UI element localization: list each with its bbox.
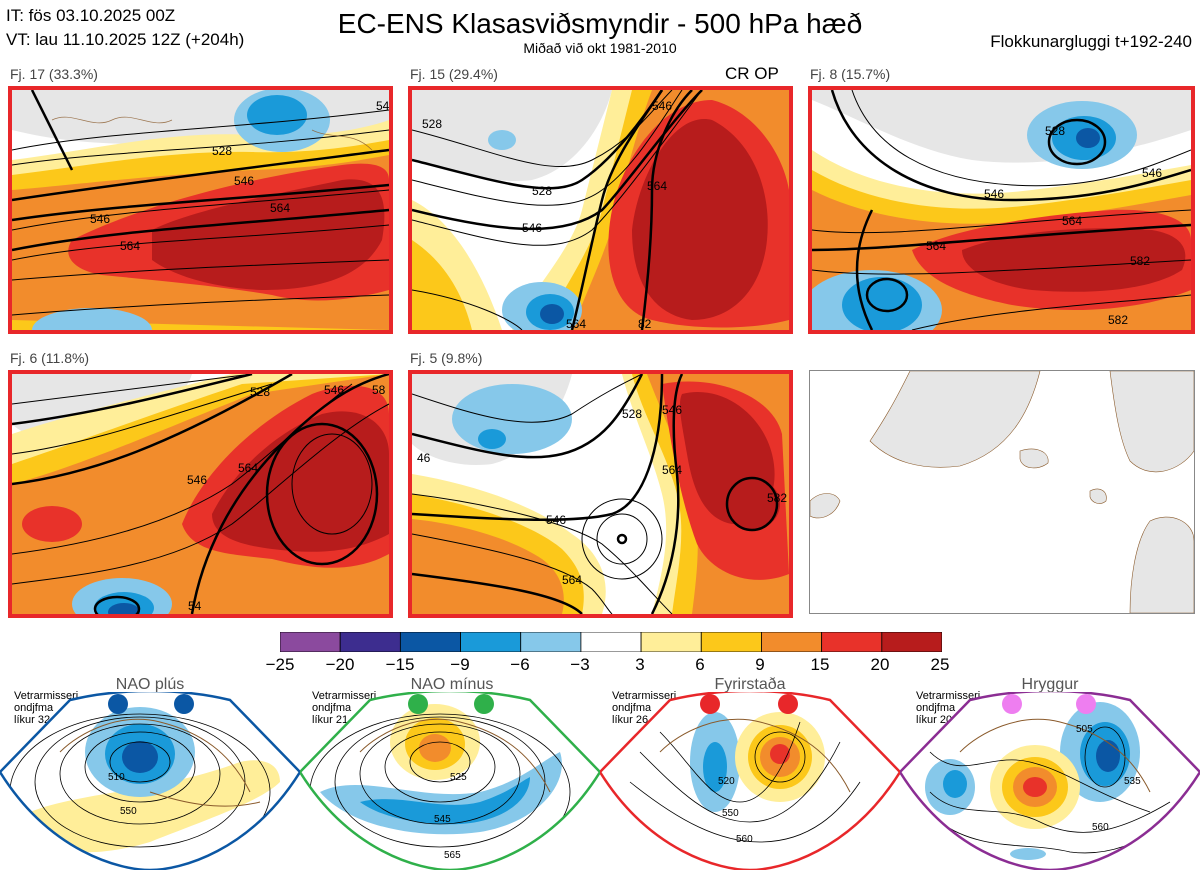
colorbar-swatch <box>339 631 401 653</box>
colorbar-swatch <box>761 631 823 653</box>
cluster-label-1: Fj. 17 (33.3%) <box>10 66 98 82</box>
colorbar-swatch <box>640 631 702 653</box>
colorbar-swatch <box>580 631 642 653</box>
contour-label: 564 <box>662 463 682 477</box>
contour-label: 564 <box>120 239 140 253</box>
contour-label: 545 <box>434 814 451 825</box>
contour-label: 546 <box>187 473 207 487</box>
contour-label: 505 <box>1076 724 1093 735</box>
colorbar-swatch <box>881 631 943 653</box>
contour-label: 546 <box>234 174 254 188</box>
contour-label: 560 <box>736 834 753 845</box>
contour-label: 82 <box>638 317 652 330</box>
contour-label: 564 <box>647 179 667 193</box>
control-op-tag: CR OP <box>725 64 779 83</box>
colorbar-tick: 15 <box>810 655 830 674</box>
colorbar-swatch <box>460 631 522 653</box>
page-title: EC-ENS Klasasviðsmyndir - 500 hPa hæð <box>337 8 863 39</box>
contour-label: 546 <box>90 212 110 226</box>
contour-label: 546 <box>324 383 344 397</box>
regime-title: Fyrirstaða <box>714 676 786 693</box>
contour-label: 564 <box>1062 214 1082 228</box>
contour-label: 510 <box>108 772 125 783</box>
contour-label: 560 <box>1092 822 1109 833</box>
colorbar-tick: 25 <box>930 655 950 674</box>
cluster-map-1: 528 546 546 564 564 546 <box>8 86 393 334</box>
contour-label: 528 <box>212 144 232 158</box>
cluster-map-3: 528 546 546 564 564 582 582 <box>808 86 1195 334</box>
contour-label: 546 <box>1142 166 1162 180</box>
contour-label: 564 <box>270 201 290 215</box>
colorbar-tick: −20 <box>325 655 355 674</box>
colorbar-swatch <box>821 631 883 653</box>
contour-label: 525 <box>450 772 467 783</box>
colorbar-tick: 3 <box>635 655 645 674</box>
contour-label: 535 <box>1124 776 1141 787</box>
contour-label: 550 <box>120 806 137 817</box>
contour-label: 546 <box>984 187 1004 201</box>
regime-map-nao-minus: 525 545 565 <box>298 689 602 875</box>
contour-label: 565 <box>444 850 461 861</box>
contour-label: 528 <box>250 385 270 399</box>
colorbar-swatch <box>520 631 582 653</box>
colorbar-tick: −9 <box>450 655 470 674</box>
contour-label: 58 <box>372 383 386 397</box>
contour-label: 564 <box>562 573 582 587</box>
run-info: IT: fös 03.10.2025 00Z VT: lau 11.10.202… <box>6 4 244 52</box>
colorbar-tick: 20 <box>870 655 890 674</box>
cluster-map-2: 528 528 546 546 564 564 82 <box>408 86 793 334</box>
contour-label: 546 <box>376 99 389 113</box>
cluster-map-4: 528 546 546 564 54 58 <box>8 370 393 618</box>
contour-label: 550 <box>722 808 739 819</box>
regime-map-nao-plus: 510 550 <box>0 689 302 875</box>
cluster-label-4: Fj. 6 (11.8%) <box>10 350 90 366</box>
contour-label: 546 <box>662 403 682 417</box>
contour-label: 564 <box>566 317 586 330</box>
contour-label: 528 <box>622 407 642 421</box>
contour-label: 528 <box>422 117 442 131</box>
contour-label: 546 <box>546 513 566 527</box>
contour-label: 582 <box>767 491 787 505</box>
anomaly-colorbar <box>279 631 943 653</box>
regime-map-blocking: 520 550 560 <box>598 689 902 875</box>
contour-label: 54 <box>188 599 202 613</box>
colorbar-swatch <box>399 631 461 653</box>
regime-map-ridge: 505 535 560 <box>898 689 1200 875</box>
contour-label: 528 <box>532 184 552 198</box>
cluster-label-2: Fj. 15 (29.4%) <box>410 66 498 82</box>
contour-label: 564 <box>238 461 258 475</box>
page-subtitle: Miðað við okt 1981-2010 <box>523 40 677 56</box>
contour-label: 546 <box>652 99 672 113</box>
contour-label: 564 <box>926 239 946 253</box>
colorbar-tick: −3 <box>570 655 590 674</box>
contour-label: 528 <box>1045 124 1065 138</box>
cluster-label-3: Fj. 8 (15.7%) <box>810 66 891 82</box>
colorbar-tick: 6 <box>695 655 705 674</box>
classification-window: Flokkunargluggi t+192-240 <box>990 32 1192 51</box>
regime-title: NAO plús <box>115 676 185 693</box>
basemap-empty <box>809 370 1195 614</box>
contour-label: 582 <box>1108 313 1128 327</box>
contour-label: 582 <box>1130 254 1150 268</box>
cluster-label-5: Fj. 5 (9.8%) <box>410 350 483 366</box>
contour-label: 546 <box>522 221 542 235</box>
colorbar-ticks: −25 −20 −15 −9 −6 −3 3 6 9 15 20 25 <box>260 655 962 675</box>
colorbar-tick: −25 <box>265 655 295 674</box>
init-time: IT: fös 03.10.2025 00Z <box>6 6 176 25</box>
colorbar-tick: −6 <box>510 655 530 674</box>
cluster-map-5: 46 528 546 546 564 564 582 <box>408 370 793 618</box>
regime-title: Hryggur <box>1021 676 1079 693</box>
contour-label: 520 <box>718 776 735 787</box>
valid-time: VT: lau 11.10.2025 12Z (+204h) <box>6 30 245 49</box>
contour-label: 46 <box>417 451 431 465</box>
colorbar-tick: 9 <box>755 655 765 674</box>
regime-title: NAO mínus <box>410 676 494 693</box>
colorbar-swatch <box>700 631 762 653</box>
colorbar-tick: −15 <box>385 655 415 674</box>
colorbar-swatch <box>279 631 341 653</box>
